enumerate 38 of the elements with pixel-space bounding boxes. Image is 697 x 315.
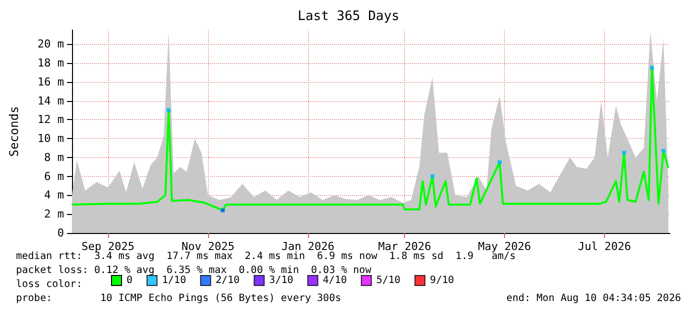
y-tick-label: 0 [57, 226, 64, 240]
legend-label: 5/10 [376, 275, 400, 286]
legend-label: 2/10 [216, 275, 240, 286]
text: median rtt: 3.4 ms avg 17.7 ms max 2.4 ms min 6.9 ms now 1.8 ms sd 1.9 am/s [16, 251, 516, 263]
x-tick-label: Mar 2026 [378, 240, 432, 253]
x-tick-label: Sep 2025 [82, 240, 135, 253]
point [166, 108, 171, 112]
point [430, 174, 434, 178]
point [498, 160, 502, 164]
y-axis-title: Seconds [7, 106, 21, 157]
y-tick-label: 6 m [44, 170, 64, 183]
y-tick-label: 16 m [38, 75, 64, 88]
y-tick-label: 8 m [44, 150, 64, 164]
point [622, 150, 626, 155]
y-tick-label: 10 m [38, 132, 64, 146]
legend-label: 9/10 [430, 275, 454, 286]
y-tick-label: 4 m [44, 188, 64, 202]
y-tick-label: 20 m [38, 38, 64, 51]
point [220, 208, 225, 212]
y-tick-label: 12 m [38, 113, 64, 126]
x-tick-label: Jan 2026 [281, 240, 334, 253]
y-tick-label: 2 m [44, 208, 64, 221]
point [661, 148, 666, 153]
x-tick-label: Jul 2026 [578, 240, 631, 253]
legend-label: 3/10 [269, 275, 294, 286]
legend-label: 1/10 [162, 275, 186, 286]
y-tick-label: 14 m [38, 94, 64, 108]
x-tick-label: May 2026 [478, 240, 532, 253]
text: probe: 10 ICMP Echo Pings (56 Bytes) every 300s [16, 293, 342, 305]
x-tick-label: Nov 2025 [181, 240, 234, 253]
text: packet loss: 0.12 % avg 6.35 % max 0.00 % min 0.03 % now [16, 265, 372, 276]
legend-label: 4/10 [322, 275, 347, 286]
chart-title: Last 365 Days [298, 9, 400, 24]
legend-label: 0 [126, 275, 133, 286]
y-tick-label: 18 m [38, 56, 64, 70]
text: loss color: [16, 279, 82, 291]
text: end: Mon Aug 10 04:34:05 2026 [506, 293, 681, 305]
point [650, 66, 654, 70]
